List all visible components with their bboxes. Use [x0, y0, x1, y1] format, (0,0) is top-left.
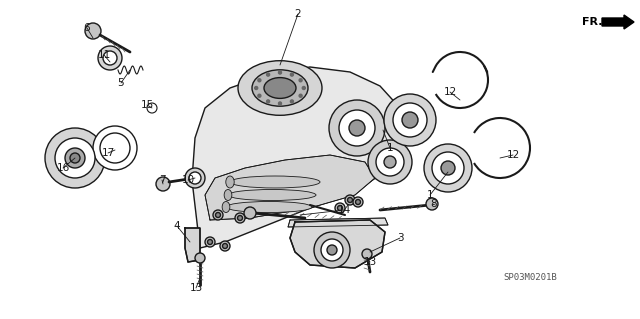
Circle shape [314, 232, 350, 268]
Polygon shape [185, 228, 200, 262]
Text: 15: 15 [140, 100, 154, 110]
Text: 12: 12 [506, 150, 520, 160]
Ellipse shape [264, 78, 296, 98]
Circle shape [100, 133, 130, 163]
Circle shape [441, 161, 455, 175]
Circle shape [205, 237, 215, 247]
Text: 8: 8 [431, 199, 437, 209]
Circle shape [207, 240, 212, 244]
Circle shape [258, 94, 261, 97]
Circle shape [278, 71, 282, 74]
Text: 14: 14 [337, 205, 351, 215]
Text: 4: 4 [173, 221, 180, 231]
Ellipse shape [238, 61, 322, 115]
Circle shape [362, 249, 372, 259]
Circle shape [55, 138, 95, 178]
Circle shape [353, 197, 363, 207]
Circle shape [65, 148, 85, 168]
Ellipse shape [224, 189, 232, 201]
Circle shape [402, 112, 418, 128]
Circle shape [220, 241, 230, 251]
Circle shape [348, 197, 353, 203]
Circle shape [216, 212, 221, 218]
Circle shape [244, 207, 256, 219]
Circle shape [355, 199, 360, 204]
Polygon shape [288, 218, 388, 227]
Circle shape [299, 94, 302, 97]
Text: 16: 16 [56, 163, 70, 173]
Circle shape [384, 94, 436, 146]
Text: 13: 13 [189, 283, 203, 293]
Circle shape [213, 210, 223, 220]
Circle shape [147, 103, 157, 113]
Circle shape [299, 79, 302, 82]
Circle shape [45, 128, 105, 188]
Circle shape [235, 213, 245, 223]
Circle shape [376, 148, 404, 176]
Circle shape [258, 79, 261, 82]
Polygon shape [290, 220, 385, 268]
Text: 5: 5 [118, 78, 124, 88]
Ellipse shape [222, 202, 230, 212]
Circle shape [85, 23, 101, 39]
Ellipse shape [228, 189, 316, 201]
Ellipse shape [226, 202, 312, 212]
Text: 6: 6 [84, 23, 90, 33]
Circle shape [424, 144, 472, 192]
Circle shape [70, 153, 80, 163]
Text: 7: 7 [159, 175, 165, 185]
Circle shape [267, 100, 269, 103]
Circle shape [195, 253, 205, 263]
Circle shape [291, 100, 293, 103]
Circle shape [237, 216, 243, 220]
Circle shape [384, 156, 396, 168]
Circle shape [93, 126, 137, 170]
Circle shape [335, 203, 345, 213]
Text: SP03M0201B: SP03M0201B [503, 273, 557, 283]
Circle shape [349, 120, 365, 136]
Circle shape [255, 86, 258, 90]
Ellipse shape [252, 70, 308, 106]
Text: 3: 3 [397, 233, 403, 243]
FancyArrow shape [602, 15, 634, 29]
Circle shape [327, 245, 337, 255]
Circle shape [432, 152, 464, 184]
Circle shape [223, 243, 227, 249]
Circle shape [426, 198, 438, 210]
Circle shape [321, 239, 343, 261]
Text: 1: 1 [427, 190, 433, 200]
Circle shape [302, 86, 305, 90]
Text: 1: 1 [387, 143, 394, 153]
Circle shape [98, 46, 122, 70]
Circle shape [339, 110, 375, 146]
Circle shape [267, 73, 269, 76]
Circle shape [337, 205, 342, 211]
Text: 2: 2 [294, 9, 301, 19]
Circle shape [185, 168, 205, 188]
Text: 13: 13 [364, 257, 376, 267]
Ellipse shape [226, 176, 234, 188]
Text: 10: 10 [181, 175, 195, 185]
Text: 12: 12 [444, 87, 456, 97]
Circle shape [329, 100, 385, 156]
Circle shape [103, 51, 117, 65]
Polygon shape [192, 67, 408, 248]
Circle shape [345, 195, 355, 205]
Circle shape [291, 73, 293, 76]
Ellipse shape [230, 176, 320, 188]
Circle shape [156, 177, 170, 191]
Text: 11: 11 [97, 50, 111, 60]
Polygon shape [205, 155, 375, 220]
Circle shape [368, 140, 412, 184]
Circle shape [393, 103, 427, 137]
Text: FR.: FR. [582, 17, 602, 27]
Text: 17: 17 [101, 148, 115, 158]
Circle shape [278, 102, 282, 105]
Circle shape [189, 172, 201, 184]
